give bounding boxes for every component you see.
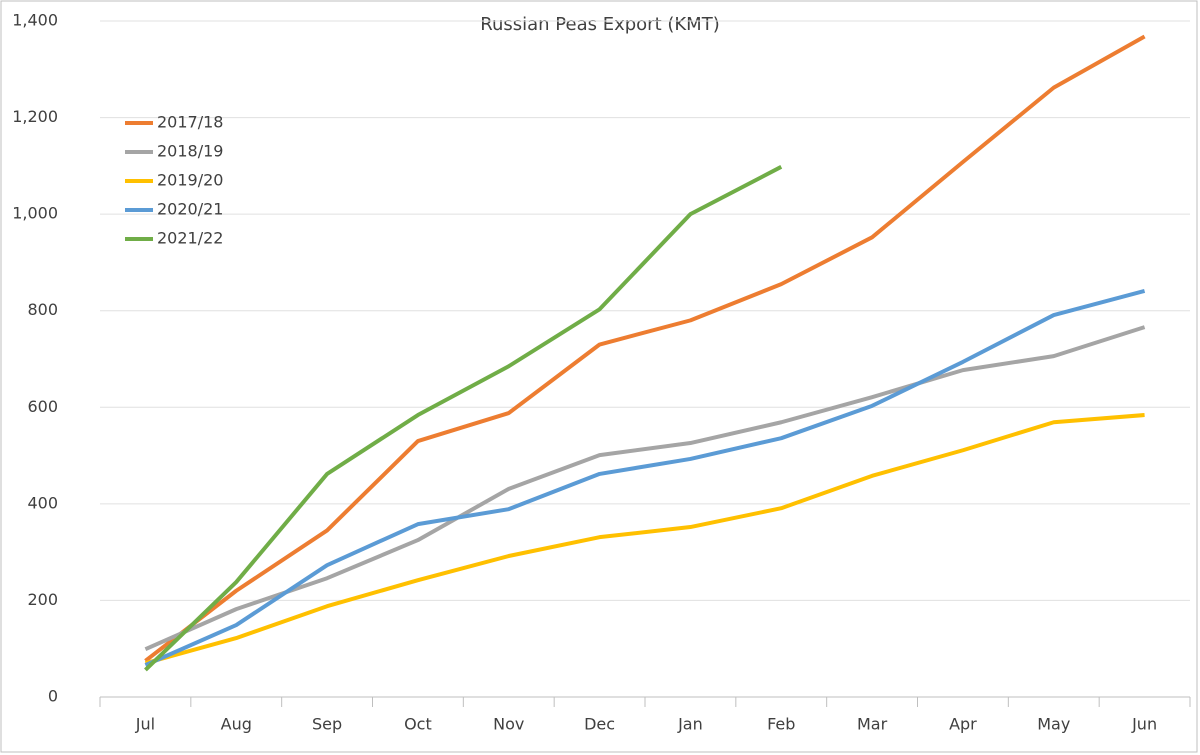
y-tick-label: 200 bbox=[27, 590, 58, 609]
x-tick-label: Apr bbox=[949, 715, 977, 734]
x-tick-label: Oct bbox=[404, 715, 432, 734]
series-line bbox=[144, 165, 783, 672]
y-tick-label: 600 bbox=[27, 397, 58, 416]
series-line bbox=[144, 34, 1146, 663]
x-tick-label: Jun bbox=[1131, 715, 1157, 734]
legend-label: 2017/18 bbox=[157, 113, 223, 132]
x-tick-label: Jan bbox=[677, 715, 703, 734]
legend-label: 2020/21 bbox=[157, 200, 223, 219]
series-line bbox=[144, 413, 1145, 666]
x-tick-label: Dec bbox=[584, 715, 615, 734]
chart-title: Russian Peas Export (KMT) bbox=[480, 14, 719, 35]
x-tick-label: Nov bbox=[493, 715, 524, 734]
x-tick-label: Sep bbox=[312, 715, 342, 734]
y-tick-label: 1,200 bbox=[12, 107, 58, 126]
legend-label: 2021/22 bbox=[157, 229, 223, 248]
y-tick-label: 800 bbox=[27, 300, 58, 319]
y-tick-label: 0 bbox=[48, 687, 58, 706]
x-tick-label: Mar bbox=[857, 715, 888, 734]
series-line bbox=[144, 288, 1146, 667]
y-tick-label: 1,000 bbox=[12, 204, 58, 223]
x-tick-label: May bbox=[1037, 715, 1070, 734]
x-tick-label: Feb bbox=[767, 715, 795, 734]
legend-label: 2018/19 bbox=[157, 142, 223, 161]
x-tick-label: Jul bbox=[135, 715, 155, 734]
series-line bbox=[144, 325, 1146, 652]
x-tick-label: Aug bbox=[221, 715, 252, 734]
legend-label: 2019/20 bbox=[157, 171, 223, 190]
y-tick-label: 1,400 bbox=[12, 11, 58, 30]
y-tick-label: 400 bbox=[27, 493, 58, 512]
